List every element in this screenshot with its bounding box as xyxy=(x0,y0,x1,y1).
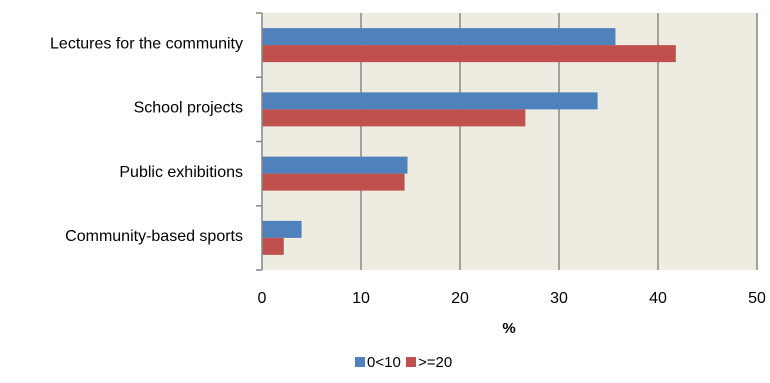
bar xyxy=(262,237,284,255)
x-tick-label: 30 xyxy=(550,290,568,307)
x-tick-label: 0 xyxy=(258,290,267,307)
category-labels: Lectures for the community School project… xyxy=(50,35,243,245)
x-tick-label: 20 xyxy=(451,290,469,307)
bar xyxy=(262,28,616,46)
x-tick-label: 40 xyxy=(649,290,667,307)
legend-label: 0<10 xyxy=(367,354,401,371)
bars xyxy=(262,28,676,255)
legend: 0<10 >=20 xyxy=(355,354,452,371)
x-tick-labels: 0 10 20 30 40 50 xyxy=(258,290,766,307)
bar xyxy=(262,92,598,110)
category-label: School projects xyxy=(134,100,243,117)
y-axis-ticks xyxy=(256,12,262,271)
category-label: Community-based sports xyxy=(65,228,243,245)
bar xyxy=(262,109,526,127)
legend-label: >=20 xyxy=(418,354,452,371)
x-tick-label: 50 xyxy=(748,290,766,307)
x-axis-title: % xyxy=(502,320,515,337)
category-label: Public exhibitions xyxy=(119,164,243,181)
legend-swatch xyxy=(355,357,365,367)
bar xyxy=(262,156,408,174)
bar xyxy=(262,173,405,191)
category-label: Lectures for the community xyxy=(50,35,243,52)
bar xyxy=(262,45,676,63)
bar xyxy=(262,220,302,238)
legend-swatch xyxy=(406,357,416,367)
x-tick-label: 10 xyxy=(352,290,370,307)
